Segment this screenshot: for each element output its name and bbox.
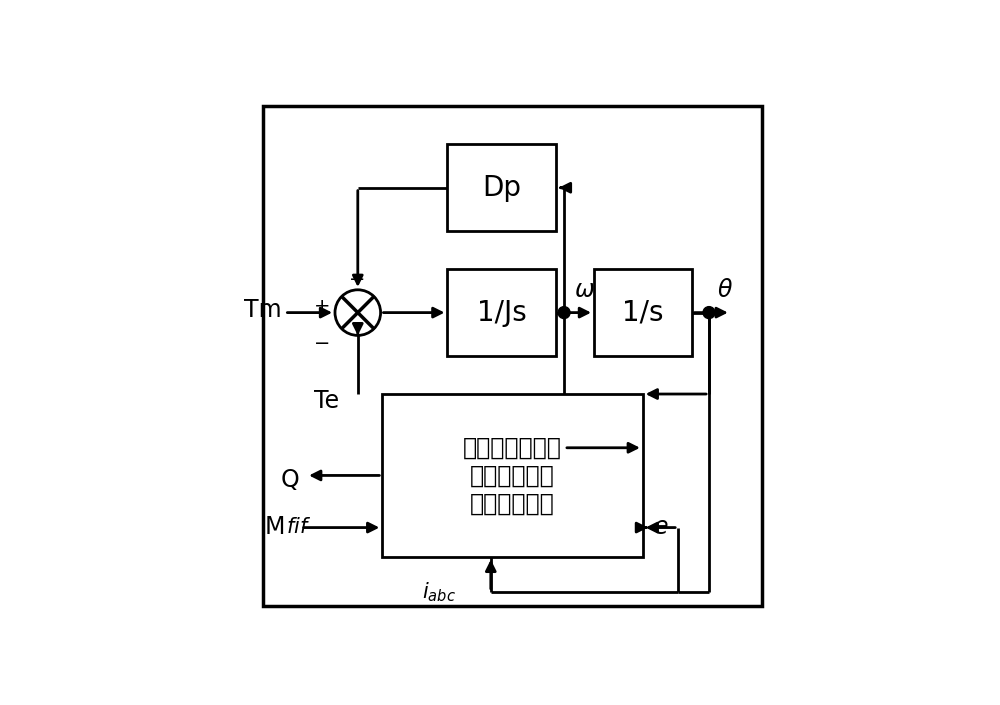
Text: ω: ω — [575, 278, 595, 302]
Bar — [447, 145, 556, 231]
Text: +: + — [314, 297, 330, 316]
Circle shape — [335, 290, 381, 336]
Text: Q: Q — [281, 468, 300, 492]
Text: −: − — [314, 334, 330, 353]
Text: $\mathit{fif}$: $\mathit{fif}$ — [286, 517, 311, 537]
Circle shape — [703, 307, 715, 319]
Text: 1/Js: 1/Js — [477, 299, 527, 326]
Bar — [382, 394, 643, 557]
Text: M: M — [264, 515, 285, 539]
Text: 感应电动势方程
有功无功方程
电磁转矩方程: 感应电动势方程 有功无功方程 电磁转矩方程 — [463, 436, 562, 515]
Circle shape — [558, 307, 570, 319]
Text: −: − — [349, 270, 365, 289]
Bar — [594, 269, 692, 356]
Text: θ: θ — [718, 278, 732, 302]
Bar — [447, 269, 556, 356]
Text: $i_{abc}$: $i_{abc}$ — [422, 580, 456, 603]
Text: e: e — [654, 515, 668, 539]
Text: Tm: Tm — [244, 298, 282, 322]
Text: Te: Te — [314, 388, 339, 412]
Text: Dp: Dp — [482, 173, 521, 202]
Text: 1/s: 1/s — [622, 299, 664, 326]
